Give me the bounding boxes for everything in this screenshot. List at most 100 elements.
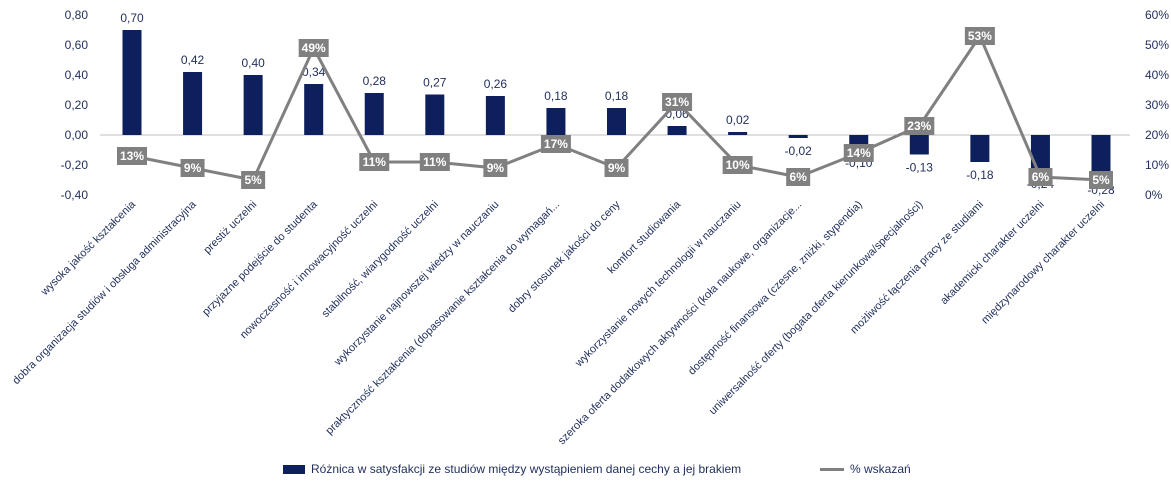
- line-point-marker: [722, 156, 753, 174]
- legend-item-line: % wskazań: [820, 462, 911, 476]
- line-point-marker: [662, 93, 693, 111]
- line-point-label: 23%: [907, 119, 931, 133]
- category-label: międzynarodowy charakter uczelni: [979, 199, 1107, 327]
- legend-label-line: % wskazań: [850, 462, 911, 476]
- y-right-tick-label: 30%: [1145, 98, 1169, 112]
- y-right-tick-label: 10%: [1145, 158, 1169, 172]
- line-point-label: 5%: [244, 173, 262, 187]
- bar-value-label: 0,26: [484, 77, 508, 91]
- bar: [485, 96, 505, 135]
- line-point-label: 10%: [726, 158, 750, 172]
- category-label: stabilność, wiarygodność uczelni: [320, 199, 441, 320]
- y-right-tick-label: 0%: [1145, 188, 1163, 202]
- line-point-marker: [483, 159, 508, 177]
- y-right-tick-label: 50%: [1145, 38, 1169, 52]
- bar: [728, 132, 748, 135]
- category-label: akademicki charakter uczelni: [938, 199, 1046, 307]
- line-point-marker: [786, 168, 811, 186]
- legend-label-bar: Różnica w satysfakcji ze studiów między …: [311, 462, 742, 476]
- line-point-marker: [298, 39, 329, 57]
- bar-value-label: -0,18: [966, 168, 994, 182]
- line-point-label: 31%: [665, 95, 689, 109]
- bar-value-label: -0,02: [785, 144, 813, 158]
- line-point-label: 14%: [847, 146, 871, 160]
- category-label: przyjazne podejście do studenta: [200, 198, 320, 318]
- line-point-label: 13%: [120, 149, 144, 163]
- y-right-tick-label: 20%: [1145, 128, 1169, 142]
- legend: Różnica w satysfakcji ze studiów między …: [0, 462, 1171, 478]
- line-point-marker: [843, 144, 874, 162]
- bar-value-label: 0,34: [302, 65, 326, 79]
- line-point-marker: [964, 27, 995, 45]
- line-point-marker: [1089, 171, 1113, 189]
- line-point-marker: [1028, 168, 1053, 186]
- bar: [183, 72, 203, 135]
- bar: [243, 75, 263, 135]
- line-point-label: 11%: [363, 155, 387, 169]
- line-point-marker: [419, 153, 450, 171]
- line-point-label: 6%: [790, 170, 808, 184]
- bar-value-label: 0,42: [181, 53, 205, 67]
- y-left-tick-label: -0,20: [61, 158, 89, 172]
- line-point-marker: [180, 159, 205, 177]
- y-left-tick-label: 0,00: [65, 128, 89, 142]
- line-point-label: 9%: [608, 161, 626, 175]
- line-point-marker: [359, 153, 390, 171]
- line-point-marker: [904, 117, 935, 135]
- bar-value-label: 0,02: [726, 113, 750, 127]
- line-point-marker: [117, 147, 147, 165]
- bar-value-labels: 0,700,42 0,400,340,28 0,27 0,260,18 0,180,06…: [120, 11, 1115, 197]
- line-point-marker: [540, 135, 571, 153]
- y-axis-left: -0,40 -0,20 0,00 0,20 0,40 0,60 0,80: [61, 8, 89, 202]
- bar-series: [122, 30, 1111, 177]
- line-point-label: 9%: [487, 161, 505, 175]
- category-label: praktyczność kształcenia (dopasowanie ks…: [324, 199, 562, 437]
- line-point-label: 11%: [423, 155, 447, 169]
- bar: [788, 135, 808, 138]
- bar-value-label: -0,13: [906, 161, 934, 175]
- category-label: wysoka jakość kształcenia: [38, 198, 139, 299]
- category-label: możliwość łączenia pracy ze studiami: [848, 199, 986, 337]
- line-point-label: 5%: [1092, 173, 1110, 187]
- y-left-tick-label: 0,60: [65, 38, 89, 52]
- y-right-tick-label: 60%: [1145, 8, 1169, 22]
- bar: [546, 108, 566, 135]
- y-left-tick-label: -0,40: [61, 188, 89, 202]
- line-series: 13% 9% 5% 49% 11% 11% 9% 17% 9% 31% 10% 6% 14% 23% 53%…: [117, 27, 1113, 189]
- bar-value-label: 0,28: [363, 74, 387, 88]
- bar: [304, 84, 324, 135]
- y-right-tick-label: 40%: [1145, 68, 1169, 82]
- category-label: prestiż uczelni: [201, 199, 259, 257]
- bar-value-label: 0,18: [544, 89, 568, 103]
- line-point-label: 49%: [302, 41, 326, 55]
- y-left-tick-label: 0,40: [65, 68, 89, 82]
- y-axis-right: 0% 10% 20% 30% 40% 50% 60%: [1145, 8, 1169, 202]
- category-label: dobry stosunek jakości do ceny: [506, 198, 623, 315]
- line-point-label: 17%: [544, 137, 568, 151]
- y-left-tick-label: 0,20: [65, 98, 89, 112]
- bar-value-label: 0,27: [423, 76, 447, 90]
- bar: [122, 30, 142, 135]
- bar-value-label: 0,70: [120, 11, 144, 25]
- bar: [607, 108, 626, 135]
- category-label: nowoczesność i innowacyjność uczelni: [238, 199, 381, 342]
- bar-value-label: 0,40: [241, 56, 265, 70]
- bar: [1091, 135, 1111, 177]
- category-label: uniwersalność oferty (bogata oferta kier…: [707, 199, 926, 418]
- bar: [364, 93, 384, 135]
- y-left-tick-label: 0,80: [65, 8, 89, 22]
- line-point-label: 9%: [184, 161, 202, 175]
- bar-value-label: 0,18: [605, 89, 629, 103]
- line-point-marker: [604, 159, 629, 177]
- line-point-marker: [241, 171, 266, 189]
- line-point-label: 6%: [1032, 170, 1050, 184]
- bar: [909, 135, 929, 155]
- bar: [970, 135, 990, 162]
- legend-swatch-line: [820, 467, 844, 471]
- bar: [425, 94, 445, 135]
- legend-swatch-bar: [283, 464, 305, 474]
- line-point-label: 53%: [968, 29, 992, 43]
- bar: [1030, 135, 1050, 171]
